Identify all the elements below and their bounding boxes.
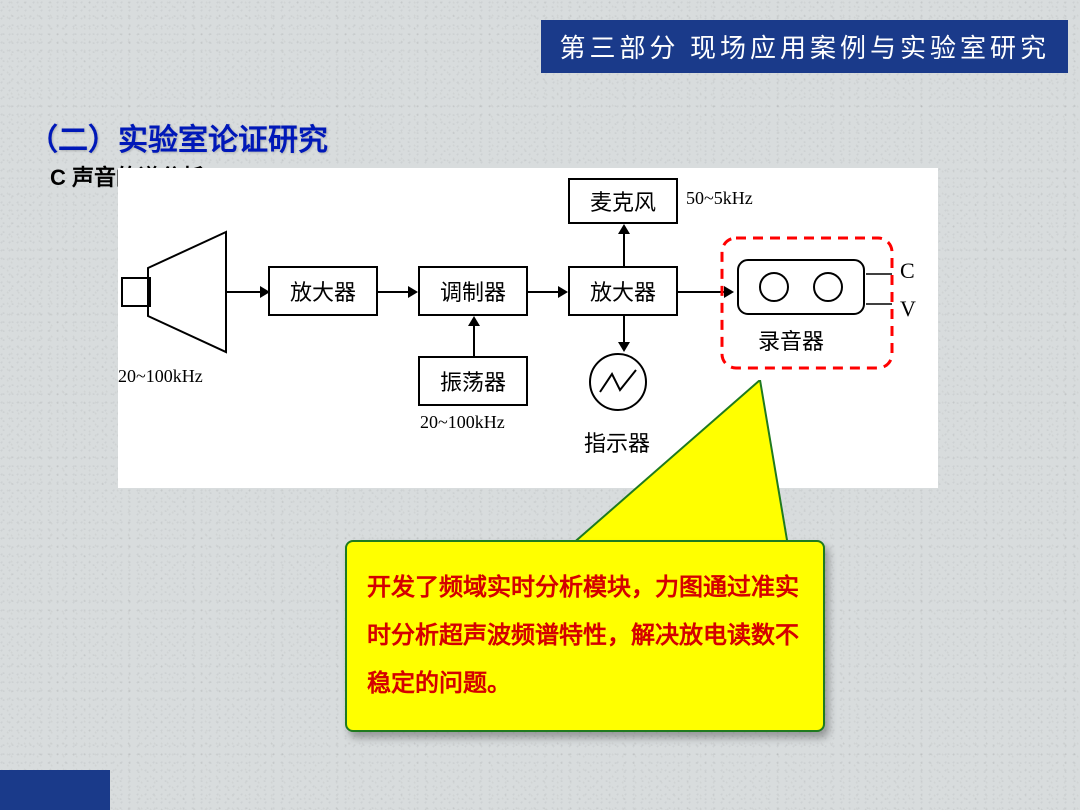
callout-pointer (550, 380, 810, 560)
microphone-label: 麦克风 (590, 185, 656, 217)
header-bar: 第三部分 现场应用案例与实验室研究 (541, 20, 1068, 73)
header-title: 第三部分 现场应用案例与实验室研究 (559, 34, 1050, 63)
arrow-osc-mod (462, 316, 486, 358)
speaker-icon (118, 222, 228, 362)
oscillator-box: 振荡器 (418, 356, 528, 406)
callout-box: 开发了频域实时分析模块，力图通过准实时分析超声波频谱特性，解决放电读数不稳定的问… (345, 540, 825, 732)
osc-freq-label: 20~100kHz (420, 412, 505, 433)
arrow-amp2-indicator (612, 316, 636, 352)
highlight-box (718, 234, 898, 374)
section-title: （二）实验室论证研究 (28, 115, 328, 159)
amplifier-1-label: 放大器 (290, 275, 356, 307)
speaker-freq-label: 20~100kHz (118, 366, 203, 387)
block-diagram: 20~100kHz 放大器 调制器 放大器 麦克风 50~5kHz 振荡器 20… (118, 168, 938, 488)
arrow-amp1-mod (378, 280, 420, 304)
arrow-speaker-amp1 (226, 280, 271, 304)
amplifier-2-box: 放大器 (568, 266, 678, 316)
mic-freq-label: 50~5kHz (686, 188, 753, 209)
footer-corner-block (0, 770, 110, 810)
oscillator-label: 振荡器 (440, 365, 506, 397)
arrow-amp2-mic (612, 224, 636, 268)
modulator-box: 调制器 (418, 266, 528, 316)
recorder-c-label: C (900, 258, 915, 284)
arrow-mod-amp2 (528, 280, 570, 304)
modulator-label: 调制器 (440, 275, 506, 307)
recorder-v-label: V (900, 296, 916, 322)
callout-text: 开发了频域实时分析模块，力图通过准实时分析超声波频谱特性，解决放电读数不稳定的问… (367, 574, 799, 697)
amplifier-1-box: 放大器 (268, 266, 378, 316)
microphone-box: 麦克风 (568, 178, 678, 224)
amplifier-2-label: 放大器 (590, 275, 656, 307)
